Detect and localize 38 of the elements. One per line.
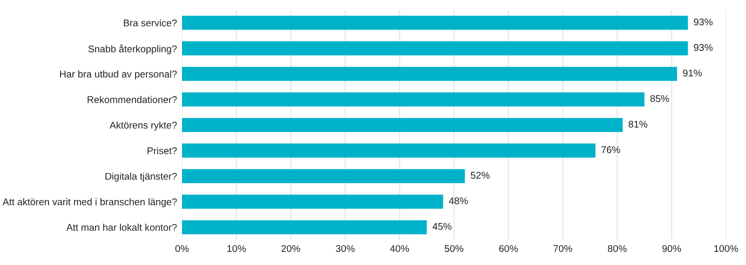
bar — [182, 144, 596, 158]
x-tick-label: 80% — [608, 245, 627, 252]
y-tick-label: Aktörens rykte? — [110, 121, 177, 131]
y-tick-label: Digitala tjänster? — [106, 172, 177, 182]
x-tick-label: 70% — [554, 245, 572, 252]
bar — [182, 92, 644, 106]
y-tick-label: Priset? — [148, 147, 177, 154]
y-tick-label: Rekommendationer? — [88, 96, 177, 104]
data-label: 93% — [694, 18, 713, 26]
y-tick-label: Har bra utbud av personal? — [60, 70, 177, 80]
y-tick-label: Snabb återkoppling? — [88, 44, 177, 54]
bar — [182, 66, 678, 81]
bar — [182, 41, 688, 56]
x-tick-label: 20% — [282, 245, 300, 252]
bar — [182, 194, 444, 209]
data-label: 76% — [601, 146, 620, 154]
bar — [182, 16, 688, 30]
y-tick-label: Bra service? — [124, 19, 177, 26]
bar — [182, 220, 427, 234]
x-tick-label: 30% — [336, 245, 355, 252]
data-label: 81% — [628, 120, 648, 128]
data-label: 85% — [650, 95, 670, 102]
data-label: 93% — [694, 44, 713, 51]
y-tick-label: Att aktören varit med i branschen länge? — [2, 198, 177, 208]
bar — [182, 169, 465, 184]
x-tick-label: 60% — [499, 245, 518, 252]
data-label: 48% — [448, 197, 468, 204]
y-tick-label: Att man har lokalt kontor? — [66, 224, 177, 231]
data-label: 91% — [683, 70, 702, 76]
bar — [182, 118, 623, 132]
data-label: 52% — [470, 172, 490, 179]
x-tick-label: 90% — [662, 245, 681, 252]
data-label: 45% — [432, 222, 452, 230]
x-tick-label: 0% — [175, 245, 189, 252]
x-tick-label: 100% — [714, 245, 738, 252]
x-tick-label: 50% — [444, 245, 464, 252]
x-tick-label: 40% — [390, 245, 409, 252]
x-tick-label: 10% — [227, 245, 246, 252]
